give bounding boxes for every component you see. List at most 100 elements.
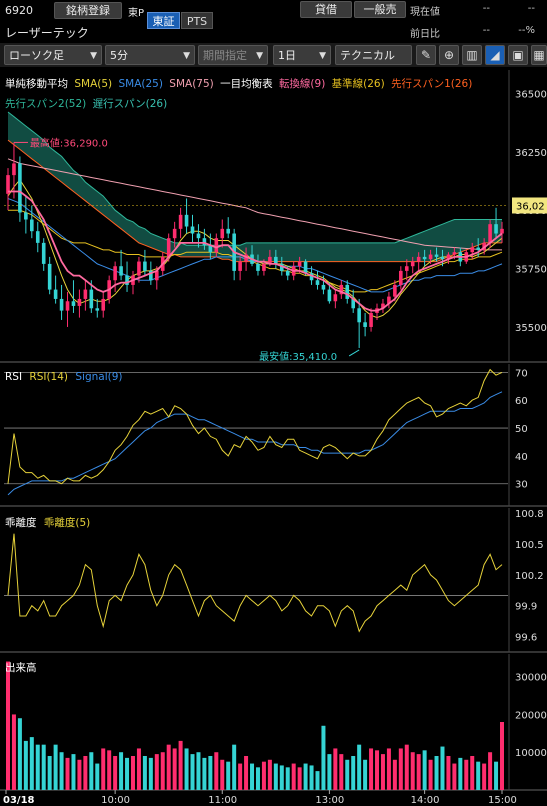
volume-bar — [107, 750, 112, 790]
current-change-value: -- — [527, 3, 535, 14]
candle-body — [369, 312, 373, 327]
volume-bar — [261, 761, 266, 790]
candle-body — [12, 163, 16, 176]
volume-bar — [41, 744, 46, 790]
candle-body — [315, 280, 320, 285]
candle-body — [166, 238, 171, 257]
volume-bar — [327, 754, 332, 790]
rsi-tick-label: 40 — [515, 452, 528, 463]
candle-body — [327, 289, 332, 302]
save-icon[interactable]: ▣ — [508, 45, 528, 65]
high-annotation: 最高値:36,290.0 — [30, 136, 108, 149]
candle-body — [363, 322, 367, 327]
volume-bar — [29, 737, 34, 790]
volume-bar — [279, 765, 284, 790]
technical-button[interactable]: テクニカル — [335, 45, 412, 65]
volume-bar — [47, 756, 52, 790]
signal-line — [7, 391, 503, 496]
candle-body — [244, 254, 248, 262]
volume-bar — [89, 752, 94, 790]
candle-body — [440, 256, 445, 260]
candle-body — [6, 175, 10, 194]
deviation-tick-label: 100.5 — [515, 540, 544, 551]
candle-body — [476, 247, 480, 250]
candle-body — [428, 254, 433, 260]
deviation-tick-label: 100.8 — [515, 509, 544, 520]
candle-body — [196, 233, 201, 239]
volume-bar — [321, 725, 326, 790]
candle-body — [303, 261, 308, 274]
period-placeholder: 期間指定 — [203, 49, 247, 62]
legend-span1: 先行スパン1(26) — [391, 78, 473, 90]
volume-bar — [452, 763, 457, 790]
legend-rsi14: RSI(14) — [29, 371, 69, 383]
candle-body — [172, 228, 177, 239]
current-price-box — [512, 197, 547, 214]
candle-body — [387, 296, 391, 304]
volume-bar — [11, 714, 16, 790]
candle-body — [178, 214, 183, 229]
current-price-label: 36,02 — [516, 201, 545, 212]
volume-bar — [309, 765, 314, 790]
volume-bar — [119, 752, 124, 790]
candle-body — [59, 298, 64, 311]
chart-type-select[interactable]: ローソク足 ▼ — [4, 45, 102, 65]
stock-code: 6920 — [5, 4, 33, 17]
tab-pts[interactable]: PTS — [181, 12, 213, 29]
legend-sma75: SMA(75) — [169, 78, 214, 90]
candle-body — [381, 303, 385, 309]
volume-bar — [446, 756, 451, 790]
candle-body — [345, 284, 350, 299]
ichimoku-cloud — [8, 112, 502, 262]
zoom-icon[interactable]: ⊕ — [439, 45, 459, 65]
interval-select[interactable]: 5分 ▼ — [105, 45, 195, 65]
price-tick-label: 36250 — [515, 148, 547, 159]
volume-bar — [440, 746, 445, 790]
volume-bar — [83, 756, 88, 790]
candle-body — [494, 224, 498, 234]
candle-body — [226, 228, 231, 234]
candle-body — [393, 284, 397, 297]
period-select[interactable]: 期間指定 ▼ — [198, 45, 268, 65]
legend-volume: 出来高 — [5, 662, 37, 674]
volume-bars-icon[interactable]: ▥ — [462, 45, 482, 65]
volume-bar — [101, 748, 106, 790]
price-tick-label: 35750 — [515, 265, 547, 276]
candle-body — [89, 289, 94, 309]
volume-bar — [333, 748, 338, 790]
candle-body — [149, 270, 153, 281]
candle-body — [399, 270, 403, 285]
loan-badge: 貸借 — [300, 1, 352, 18]
low-annotation-line — [348, 349, 360, 357]
pencil-icon[interactable]: ✎ — [416, 45, 436, 65]
span-select[interactable]: 1日 ▼ — [273, 45, 331, 65]
x-tick-label: 14:00 — [411, 795, 440, 806]
volume-bar — [17, 718, 22, 790]
candle-body — [18, 163, 22, 213]
chevron-down-icon: ▼ — [319, 51, 326, 61]
volume-bar — [166, 744, 171, 790]
candle-body — [65, 301, 70, 311]
candle-body — [274, 256, 278, 264]
candle-body — [190, 226, 195, 234]
volume-tick-label: 20000 — [515, 710, 547, 721]
deviation-tick-label: 99.6 — [515, 633, 537, 644]
register-button[interactable]: 銘柄登録 — [54, 2, 122, 19]
candle-body — [422, 256, 427, 260]
volume-bar — [410, 752, 415, 790]
candle-body — [470, 247, 475, 253]
area-chart-icon[interactable]: ◢ — [485, 45, 505, 65]
legend-deviation5: 乖離度(5) — [43, 517, 91, 529]
volume-bar — [416, 754, 421, 790]
candle-body — [47, 263, 52, 290]
legend-sma5: SMA(5) — [74, 78, 113, 90]
legend-signal: Signal(9) — [75, 371, 123, 383]
volume-bar — [464, 759, 469, 790]
main-legend-row2: 先行スパン2(52) 遅行スパン(26) — [5, 96, 167, 111]
tab-tosho[interactable]: 東証 — [147, 12, 180, 29]
deviation-line — [7, 533, 503, 633]
rsi-panel-bg — [0, 364, 547, 506]
volume-bar — [351, 756, 356, 790]
candle-body — [208, 245, 213, 253]
